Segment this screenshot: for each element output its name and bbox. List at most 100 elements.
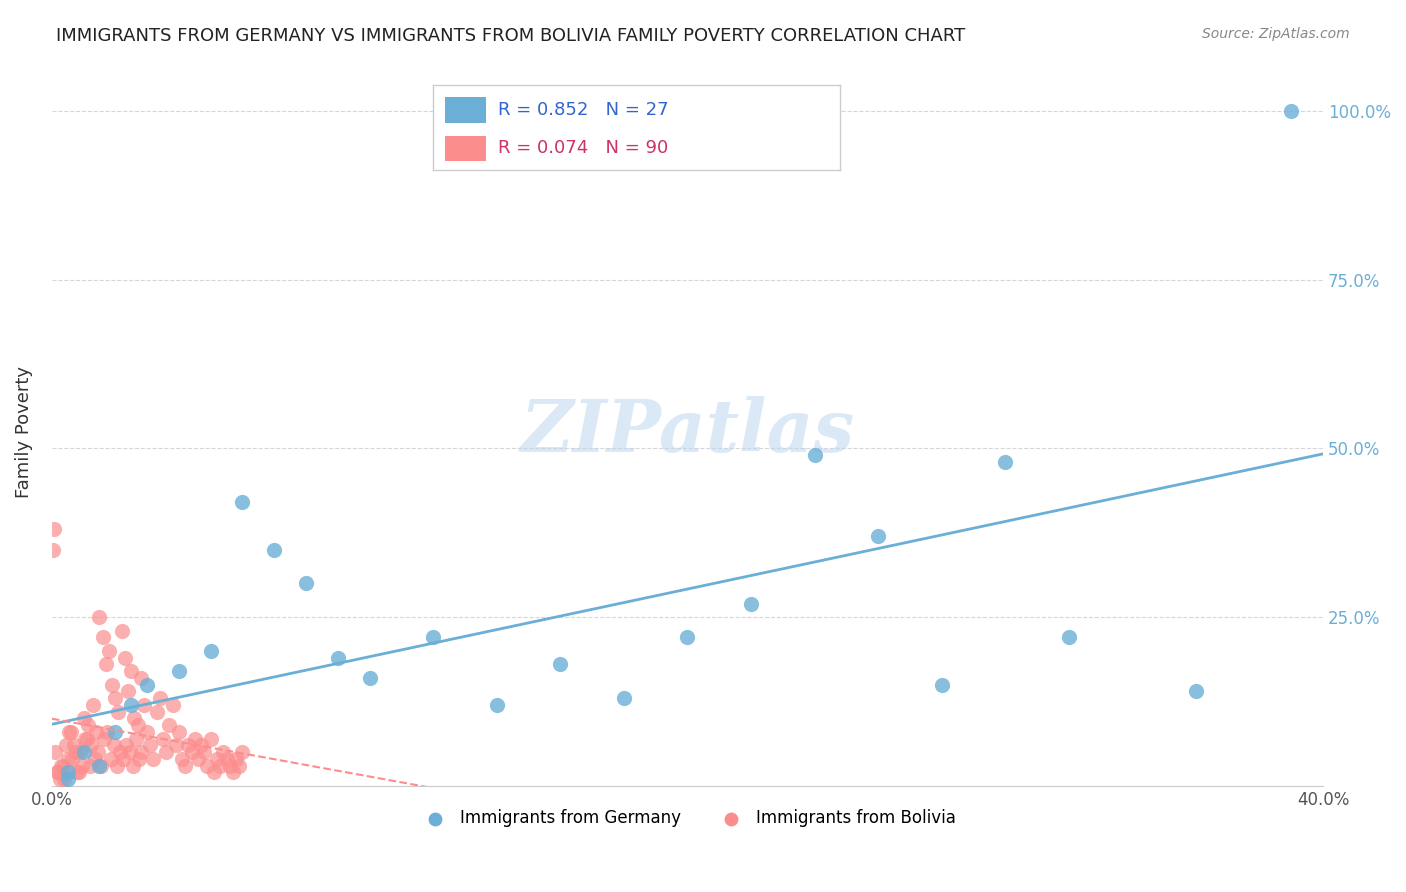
Point [83, 752, 105, 766]
Point [740, 597, 762, 611]
Point [42, 542, 65, 557]
Point [225, 752, 247, 766]
Legend: Immigrants from Germany, Immigrants from Bolivia: Immigrants from Germany, Immigrants from… [412, 803, 963, 834]
Point [56, 752, 79, 766]
Point [152, 731, 174, 746]
Point [63, 739, 86, 753]
Point [359, 671, 381, 685]
Point [87, 745, 110, 759]
Point [215, 752, 238, 766]
Point [91, 631, 114, 645]
Point [167, 724, 190, 739]
Point [142, 752, 165, 766]
Point [77, 718, 100, 732]
Point [994, 455, 1017, 469]
Point [120, 664, 142, 678]
Point [59, 724, 82, 739]
Point [128, 752, 150, 766]
Point [868, 529, 890, 543]
Point [1185, 684, 1208, 698]
Point [231, 495, 253, 509]
Point [44, 745, 66, 759]
Point [187, 752, 209, 766]
Point [129, 745, 152, 759]
Point [56, 765, 79, 780]
Point [127, 718, 149, 732]
Point [62, 752, 84, 766]
Point [550, 657, 572, 672]
Point [111, 624, 134, 638]
Point [94, 657, 117, 672]
Point [125, 731, 148, 746]
Point [174, 758, 197, 772]
Point [222, 765, 245, 780]
Point [155, 745, 177, 759]
Point [107, 705, 129, 719]
Point [197, 758, 219, 772]
Point [65, 745, 87, 759]
Point [70, 758, 93, 772]
Point [209, 758, 232, 772]
Point [69, 745, 91, 759]
Point [72, 745, 94, 759]
Point [80, 739, 103, 753]
Point [97, 644, 120, 658]
Point [114, 650, 136, 665]
Point [90, 758, 112, 772]
Point [45, 765, 67, 780]
Text: IMMIGRANTS FROM GERMANY VS IMMIGRANTS FROM BOLIVIA FAMILY POVERTY CORRELATION CH: IMMIGRANTS FROM GERMANY VS IMMIGRANTS FR… [56, 27, 966, 45]
Point [96, 724, 118, 739]
Point [89, 610, 111, 624]
Point [79, 758, 101, 772]
Point [676, 631, 699, 645]
Point [326, 650, 349, 665]
Point [931, 677, 953, 691]
Point [66, 765, 89, 780]
Point [157, 718, 180, 732]
Point [100, 752, 122, 766]
Point [263, 542, 285, 557]
Text: ZIPatlas: ZIPatlas [520, 396, 855, 467]
Point [117, 684, 139, 698]
Point [101, 677, 124, 691]
Point [162, 698, 184, 712]
Point [48, 772, 70, 786]
Point [55, 739, 77, 753]
Point [202, 765, 225, 780]
Point [105, 758, 128, 772]
Point [84, 724, 107, 739]
Point [165, 739, 187, 753]
Point [212, 745, 235, 759]
Point [120, 698, 142, 712]
Point [132, 698, 155, 712]
Point [803, 448, 825, 462]
Point [184, 731, 207, 746]
Point [115, 739, 138, 753]
Point [76, 731, 98, 746]
Point [200, 644, 222, 658]
Point [177, 739, 200, 753]
Y-axis label: Family Poverty: Family Poverty [15, 366, 32, 498]
Text: Source: ZipAtlas.com: Source: ZipAtlas.com [1202, 27, 1350, 41]
Point [170, 752, 193, 766]
Point [51, 758, 73, 772]
Point [103, 739, 125, 753]
Point [613, 691, 636, 706]
Point [44, 523, 66, 537]
Point [218, 758, 240, 772]
Point [422, 631, 444, 645]
Point [193, 745, 215, 759]
Point [228, 758, 250, 772]
Point [485, 698, 508, 712]
Point [190, 739, 212, 753]
Point [1279, 104, 1302, 119]
Point [295, 576, 318, 591]
Point [53, 772, 76, 786]
Point [200, 731, 222, 746]
Point [104, 724, 127, 739]
Point [231, 745, 253, 759]
Point [145, 705, 167, 719]
Point [108, 745, 131, 759]
Point [136, 677, 159, 691]
Point [104, 691, 127, 706]
